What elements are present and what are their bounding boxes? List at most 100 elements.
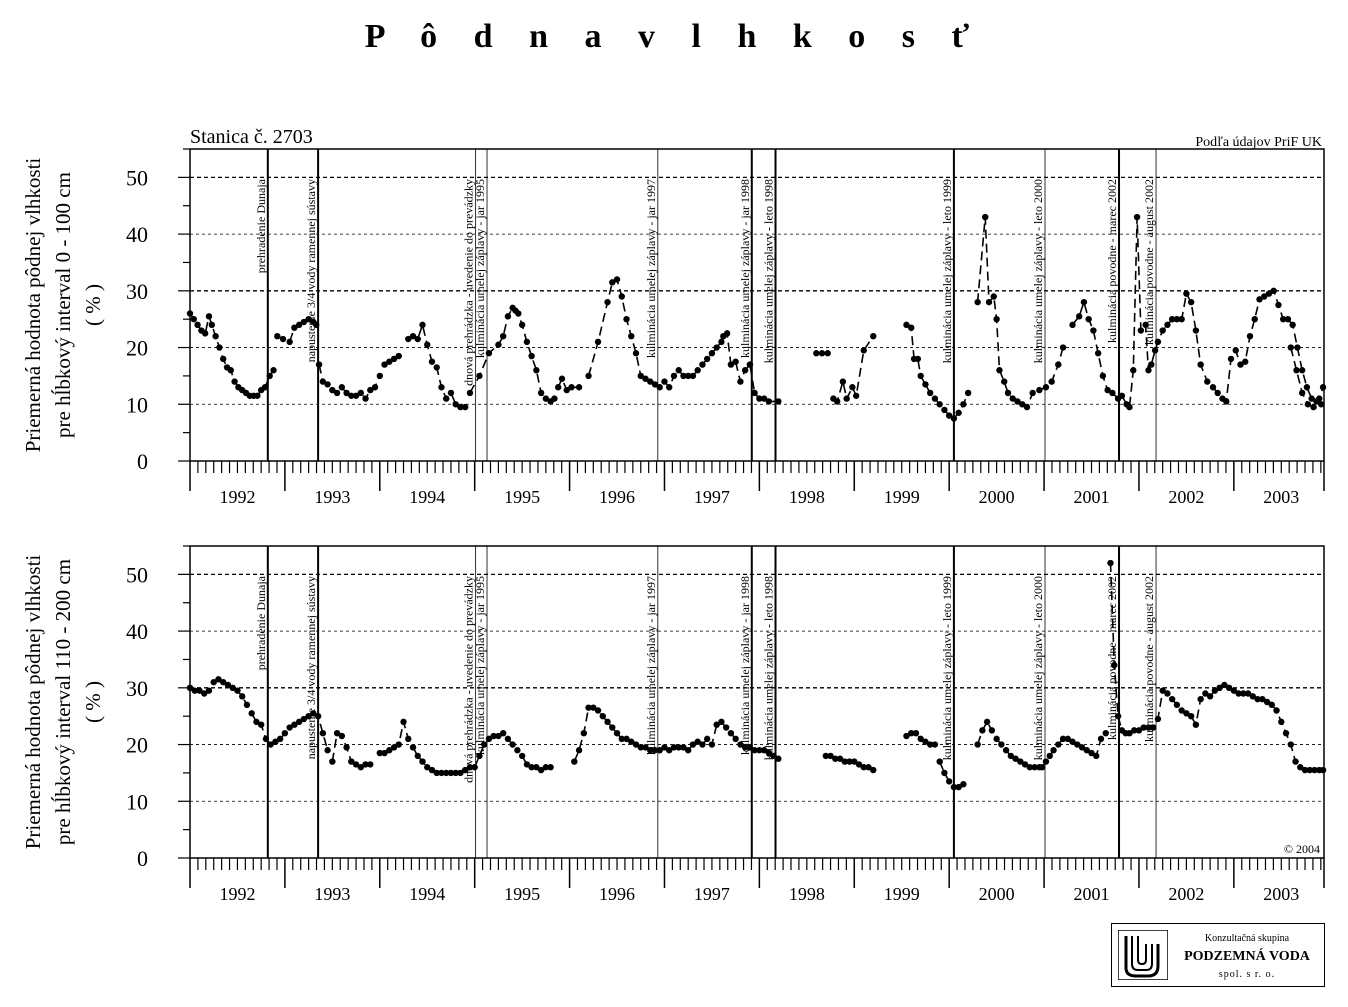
event-label: napustenie 3/4 vody ramennej sústavy <box>304 179 318 362</box>
data-point <box>224 681 232 689</box>
logo-top-text: Konzultačná skupina <box>1204 933 1290 944</box>
data-point <box>922 738 929 745</box>
data-point <box>941 406 948 414</box>
data-point <box>229 684 236 692</box>
data-point <box>985 298 993 306</box>
data-point <box>860 347 867 354</box>
data-point <box>670 744 678 751</box>
data-point <box>666 747 673 754</box>
data-point <box>903 732 910 740</box>
event-label: kulminácia umelej záplavy - jar 1995 <box>473 576 487 755</box>
data-point <box>870 333 877 340</box>
data-point <box>1246 333 1254 340</box>
x-tick-label: 2001 <box>1074 487 1110 507</box>
data-point <box>1135 727 1143 734</box>
data-point <box>542 764 550 771</box>
data-point <box>685 372 692 380</box>
y-axis-label: pre hĺbkový interval 0 - 100 cm <box>51 172 75 438</box>
data-point <box>238 693 246 700</box>
data-point <box>395 741 402 748</box>
data-point <box>1303 384 1311 391</box>
data-point <box>528 352 535 360</box>
data-point <box>1227 355 1235 363</box>
data-point <box>1173 315 1181 323</box>
data-point <box>1093 752 1100 760</box>
data-point <box>1298 367 1306 374</box>
data-point <box>1168 315 1176 323</box>
data-point <box>945 412 953 419</box>
data-point <box>839 378 847 385</box>
data-point <box>926 741 934 748</box>
x-tick-label: 2002 <box>1168 487 1204 507</box>
data-point <box>314 712 322 720</box>
data-point <box>575 384 583 391</box>
data-point <box>414 335 421 343</box>
data-point <box>1225 684 1233 692</box>
data-point <box>542 395 550 402</box>
data-point <box>642 744 649 751</box>
data-point <box>504 735 512 743</box>
data-point <box>428 358 436 365</box>
data-point <box>1154 338 1162 346</box>
data-point <box>461 403 469 411</box>
y-tick-label: 10 <box>126 789 148 814</box>
data-point <box>618 293 625 300</box>
data-point <box>675 744 682 751</box>
data-point <box>1310 403 1317 411</box>
data-point <box>1042 384 1050 391</box>
data-point <box>770 752 777 760</box>
y-tick-label: 20 <box>126 733 148 758</box>
data-point <box>476 372 483 380</box>
data-point <box>1301 766 1309 774</box>
data-point <box>305 315 312 323</box>
data-point <box>1244 690 1252 697</box>
data-point <box>390 744 398 751</box>
data-point <box>329 758 336 765</box>
data-point <box>1137 327 1145 334</box>
data-point <box>533 764 540 771</box>
event-label: kulminácia povodne - marec 2002 <box>1105 179 1119 343</box>
data-point <box>642 375 649 382</box>
data-point <box>1317 401 1325 408</box>
series-line <box>1071 299 1109 391</box>
event-label: kulminácia umelej záplavy - leto 1999 <box>940 179 954 363</box>
data-point <box>1293 367 1300 374</box>
data-point <box>1209 384 1217 391</box>
data-point <box>1048 378 1055 385</box>
data-point <box>945 778 953 785</box>
data-point <box>1142 321 1149 329</box>
data-point <box>568 384 575 391</box>
data-point <box>262 735 270 743</box>
data-point <box>499 333 507 340</box>
data-point <box>485 350 493 357</box>
x-tick-label: 2000 <box>979 487 1015 507</box>
data-point <box>993 735 1000 743</box>
data-point <box>343 389 350 397</box>
data-point <box>974 298 981 306</box>
event-label: kulminácia povodne - august 2002 <box>1142 576 1156 742</box>
data-point <box>405 735 412 743</box>
data-point <box>1094 350 1102 357</box>
data-point <box>680 372 687 380</box>
data-point <box>599 712 606 720</box>
data-point <box>367 761 374 768</box>
data-point <box>1102 730 1109 737</box>
data-point <box>338 732 346 740</box>
data-point <box>409 744 417 751</box>
data-point <box>675 367 682 374</box>
data-point <box>718 718 725 726</box>
series-line <box>722 331 779 403</box>
data-point <box>216 344 223 351</box>
data-point <box>737 378 744 385</box>
data-point <box>1187 298 1195 306</box>
data-point <box>1308 395 1315 402</box>
x-tick-label: 1999 <box>884 487 920 507</box>
data-point <box>827 752 834 760</box>
x-tick-label: 1995 <box>504 884 540 904</box>
data-point <box>713 721 720 728</box>
event-label: napustenie 3/4 vody ramennej sústavy <box>304 576 318 759</box>
data-point <box>1284 315 1292 323</box>
data-point <box>1311 766 1318 774</box>
data-point <box>632 741 640 748</box>
data-point <box>756 395 763 402</box>
